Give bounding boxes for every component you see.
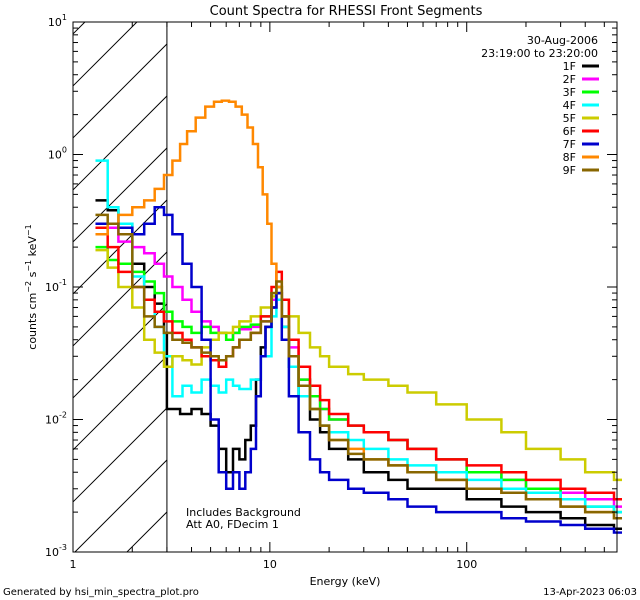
y-tick-label-exp: -1 (59, 278, 67, 287)
series-line-9F (95, 215, 622, 518)
y-tick-label: 10-2 (45, 411, 67, 427)
legend-label-7F: 7F (563, 138, 576, 151)
y-tick-label-exp: -3 (59, 543, 67, 552)
hatched-region (73, 22, 168, 552)
legend-label-9F: 9F (563, 164, 576, 177)
y-label-exp1: −2 (24, 281, 33, 293)
y-tick-label-base: 10 (45, 414, 59, 427)
footer-generated-by: Generated by hsi_min_spectra_plot.pro (3, 587, 199, 598)
y-label-exp2: −1 (24, 260, 33, 272)
y-axis-label: counts cm−2 s−1 keV−1 (24, 224, 39, 349)
y-label-mid1: s (26, 271, 39, 280)
legend-label-6F: 6F (563, 125, 576, 138)
y-tick-label-exp: 0 (62, 146, 67, 155)
series-line-8F (95, 101, 622, 519)
legend-label-4F: 4F (563, 99, 576, 112)
y-tick-label: 10-3 (45, 543, 67, 559)
legend-label-2F: 2F (563, 73, 576, 86)
hatch-line (73, 43, 167, 139)
chart-title: Count Spectra for RHESSI Front Segments (210, 4, 483, 19)
hatch-line (73, 147, 167, 243)
hatch-line (74, 459, 167, 552)
hatch-lines (73, 22, 167, 552)
y-tick-label-base: 10 (45, 281, 59, 294)
legend-label-5F: 5F (563, 112, 576, 125)
hatch-line (73, 407, 167, 503)
y-tick-label: 10-1 (45, 278, 67, 294)
x-axis-label: Energy (keV) (310, 575, 381, 588)
x-tick-label: 1 (70, 558, 77, 571)
hatch-line (73, 251, 167, 347)
legend-label-8F: 8F (563, 151, 576, 164)
hatch-line (73, 199, 167, 295)
series-line-2F (95, 224, 622, 507)
hatch-line (73, 355, 167, 451)
y-label-exp3: −1 (24, 224, 33, 236)
series-line-4F (95, 161, 622, 512)
x-tick-label: 10 (263, 558, 277, 571)
series-line-6F (95, 228, 622, 500)
hatch-line (126, 511, 167, 552)
legend-label-3F: 3F (563, 86, 576, 99)
hatch-line (73, 95, 167, 191)
annotation-attenuator: Att A0, FDecim 1 (186, 518, 279, 531)
y-tick-label-base: 10 (48, 16, 62, 29)
y-tick-label-base: 10 (45, 546, 59, 559)
hatch-line (73, 22, 138, 87)
series-lines (95, 101, 622, 533)
annotation-background: Includes Background (186, 506, 301, 519)
legend-label-1F: 1F (563, 60, 576, 73)
time-range-label: 23:19:00 to 23:20:00 (481, 47, 598, 60)
plot-frame (72, 21, 618, 553)
y-tick-label-base: 10 (48, 149, 62, 162)
y-tick-label: 100 (48, 146, 67, 162)
footer-timestamp: 13-Apr-2023 06:03 (543, 587, 637, 598)
series-line-5F (95, 250, 622, 480)
y-label-mid2: keV (26, 236, 39, 260)
y-label-base: counts cm (26, 293, 39, 350)
series-clip-group (95, 101, 622, 533)
x-tick-label: 100 (456, 558, 477, 571)
y-tick-label-exp: 1 (62, 13, 67, 22)
date-label: 30-Aug-2006 (527, 34, 598, 47)
series-line-7F (95, 207, 622, 532)
y-tick-label-exp: -2 (59, 411, 67, 420)
hatch-line (73, 303, 167, 399)
y-tick-label: 101 (48, 13, 67, 29)
hatch-line (73, 22, 86, 35)
